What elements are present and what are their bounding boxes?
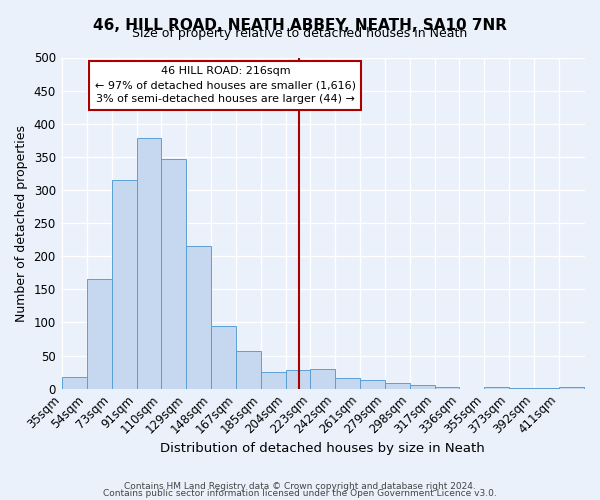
Bar [385, 384, 410, 388]
Bar [286, 370, 310, 388]
Bar [335, 378, 360, 388]
Text: Contains HM Land Registry data © Crown copyright and database right 2024.: Contains HM Land Registry data © Crown c… [124, 482, 476, 491]
Bar [310, 369, 335, 388]
Text: Size of property relative to detached houses in Neath: Size of property relative to detached ho… [133, 28, 467, 40]
Text: 46 HILL ROAD: 216sqm
← 97% of detached houses are smaller (1,616)
3% of semi-det: 46 HILL ROAD: 216sqm ← 97% of detached h… [95, 66, 356, 104]
Bar [236, 351, 261, 389]
Bar [211, 326, 236, 388]
Bar [410, 386, 434, 388]
Bar [161, 159, 186, 388]
Bar [261, 372, 286, 388]
Bar [186, 246, 211, 388]
Text: 46, HILL ROAD, NEATH ABBEY, NEATH, SA10 7NR: 46, HILL ROAD, NEATH ABBEY, NEATH, SA10 … [93, 18, 507, 32]
Bar [87, 280, 112, 388]
Bar [434, 386, 460, 388]
Bar [112, 180, 137, 388]
Y-axis label: Number of detached properties: Number of detached properties [15, 124, 28, 322]
Bar [360, 380, 385, 388]
Bar [137, 138, 161, 388]
Text: Contains public sector information licensed under the Open Government Licence v3: Contains public sector information licen… [103, 490, 497, 498]
Bar [62, 378, 87, 388]
X-axis label: Distribution of detached houses by size in Neath: Distribution of detached houses by size … [160, 442, 485, 455]
